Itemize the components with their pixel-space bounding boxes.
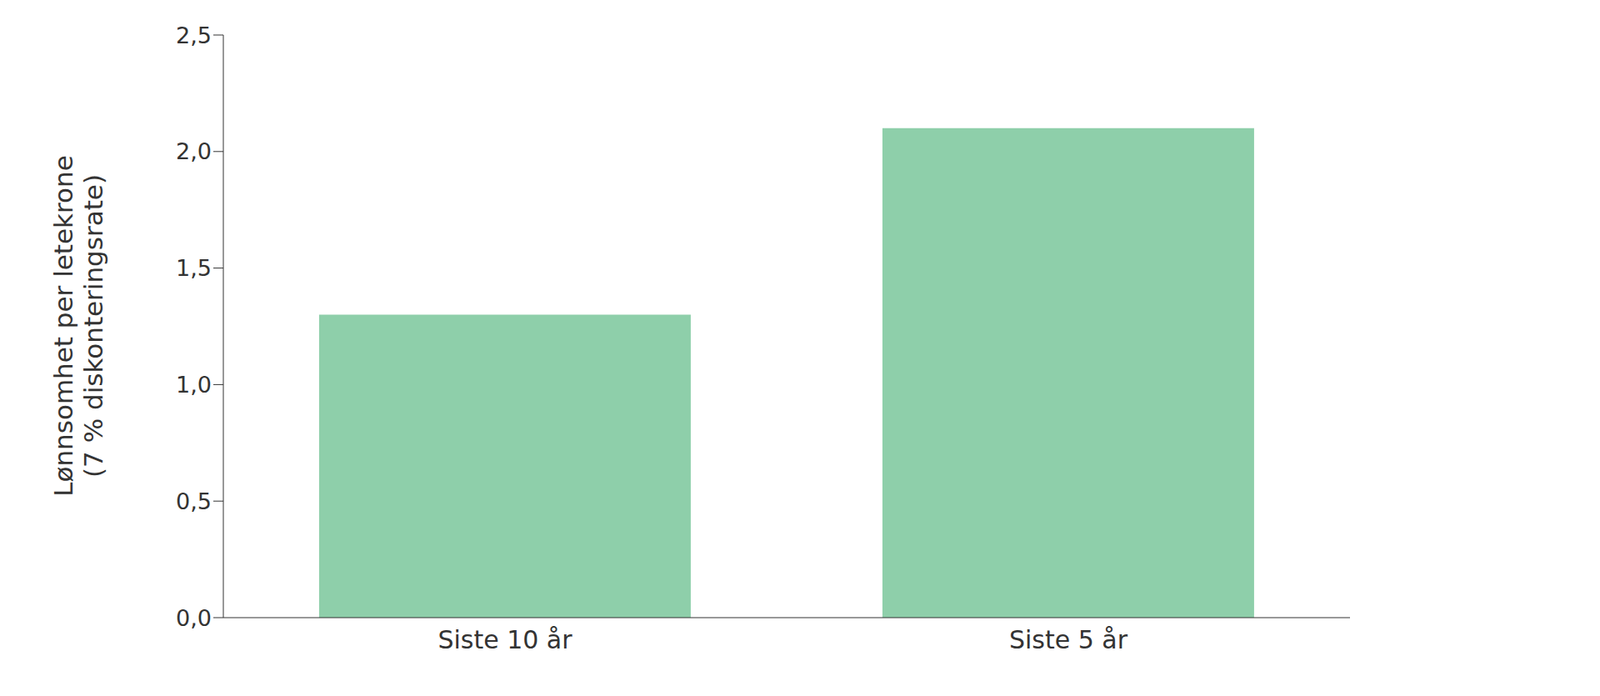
svg-text:2,0: 2,0 [175,138,212,165]
svg-text:0,5: 0,5 [175,488,212,515]
svg-text:1,0: 1,0 [175,371,212,398]
html-text:(7 % diskonteringsrate): (7 % diskonteringsrate) [78,174,109,478]
svg-text:Siste 10 år: Siste 10 år [437,625,573,655]
html-text:Lønnsomhet per letekrone: Lønnsomhet per letekrone [48,155,79,497]
svg-text:Siste 5 år: Siste 5 år [1009,625,1129,655]
svg-text:1,5: 1,5 [175,255,212,281]
svg-text:2,5: 2,5 [175,22,212,49]
svg-text:0,0: 0,0 [175,605,212,631]
